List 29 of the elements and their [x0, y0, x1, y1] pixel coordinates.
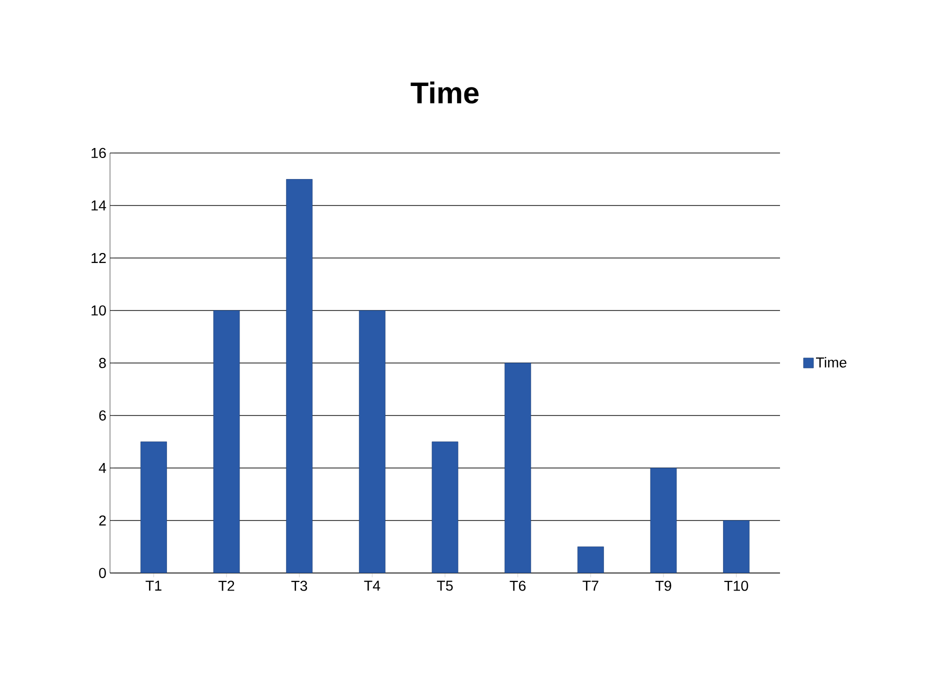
x-tick-label: T10 — [724, 580, 748, 591]
y-tick-label: 12 — [92, 252, 106, 263]
chart-title: Time — [410, 82, 479, 104]
y-tick-label: 2 — [99, 515, 106, 526]
y-tick-label: 6 — [99, 410, 106, 421]
y-tick-label: 0 — [99, 568, 106, 578]
bar — [650, 468, 677, 573]
x-tick-label: T9 — [655, 580, 672, 591]
bar — [432, 442, 458, 573]
bar — [140, 442, 167, 573]
bar — [723, 520, 750, 573]
bar — [577, 546, 604, 573]
y-tick-label: 16 — [92, 148, 106, 158]
legend-label: Time — [816, 357, 846, 368]
bar — [213, 310, 240, 573]
x-tick-label: T6 — [510, 580, 526, 591]
bar — [358, 310, 386, 573]
bar — [504, 362, 532, 573]
y-tick-label: 10 — [92, 305, 106, 316]
x-tick-label: T3 — [291, 580, 308, 591]
y-tick-label: 4 — [98, 463, 106, 473]
x-tick-label: T5 — [436, 580, 453, 591]
x-tick-label: T2 — [218, 580, 234, 591]
y-tick-label: 14 — [92, 200, 106, 210]
x-tick-label: T1 — [146, 580, 162, 591]
bar — [286, 179, 313, 573]
x-tick-label: T4 — [364, 580, 380, 591]
y-tick-label: 8 — [99, 358, 106, 368]
x-tick-label: T7 — [582, 580, 598, 591]
